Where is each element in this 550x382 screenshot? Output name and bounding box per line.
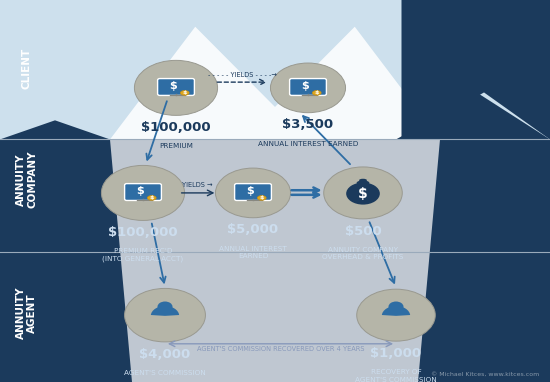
- Text: ANNUAL INTEREST
EARNED: ANNUAL INTEREST EARNED: [219, 246, 287, 259]
- Text: $3,500: $3,500: [283, 118, 333, 131]
- Text: $: $: [150, 196, 154, 201]
- Ellipse shape: [134, 60, 218, 115]
- Polygon shape: [0, 120, 110, 139]
- Text: $: $: [260, 196, 264, 201]
- Text: $: $: [358, 186, 368, 201]
- Ellipse shape: [147, 196, 156, 200]
- Text: CLIENT: CLIENT: [21, 48, 31, 89]
- Text: $: $: [183, 91, 187, 96]
- Polygon shape: [110, 27, 440, 139]
- Text: ANNUITY COMPANY
OVERHEAD & PROFITS: ANNUITY COMPANY OVERHEAD & PROFITS: [322, 247, 404, 260]
- Bar: [0, 252, 550, 382]
- Ellipse shape: [359, 179, 367, 182]
- Ellipse shape: [180, 91, 189, 95]
- Text: ANNUITY
COMPANY: ANNUITY COMPANY: [15, 151, 37, 208]
- Ellipse shape: [324, 167, 402, 219]
- Text: © Michael Kitces, www.kitces.com: © Michael Kitces, www.kitces.com: [431, 372, 539, 377]
- Text: $5,000: $5,000: [228, 223, 278, 236]
- Ellipse shape: [357, 289, 435, 341]
- Bar: [440, 0, 550, 139]
- Text: RECOVERY OF
AGENT'S COMMISSION: RECOVERY OF AGENT'S COMMISSION: [355, 369, 437, 382]
- Text: AGENT'S COMMISSION RECOVERED OVER 4 YEARS: AGENT'S COMMISSION RECOVERED OVER 4 YEAR…: [197, 346, 364, 352]
- Text: $100,000: $100,000: [108, 226, 178, 239]
- Ellipse shape: [346, 183, 380, 205]
- Text: $: $: [301, 81, 309, 91]
- Ellipse shape: [356, 180, 370, 186]
- Bar: [0, 139, 550, 252]
- Wedge shape: [151, 306, 179, 316]
- Polygon shape: [110, 139, 440, 382]
- Polygon shape: [402, 0, 550, 139]
- Ellipse shape: [157, 301, 173, 312]
- Ellipse shape: [312, 91, 321, 95]
- Text: $: $: [169, 81, 177, 91]
- Ellipse shape: [388, 301, 404, 312]
- FancyBboxPatch shape: [158, 79, 194, 96]
- Ellipse shape: [271, 63, 345, 113]
- Ellipse shape: [124, 288, 206, 342]
- FancyBboxPatch shape: [290, 79, 326, 96]
- Text: $4,000: $4,000: [139, 348, 191, 361]
- Text: $: $: [246, 186, 254, 196]
- Ellipse shape: [101, 165, 185, 220]
- Text: $100,000: $100,000: [141, 121, 211, 134]
- Ellipse shape: [257, 196, 266, 200]
- Text: ANNUITY
AGENT: ANNUITY AGENT: [15, 287, 37, 340]
- Ellipse shape: [216, 168, 290, 218]
- Text: AGENT'S COMMISSION: AGENT'S COMMISSION: [124, 370, 206, 376]
- Text: YIELDS →: YIELDS →: [182, 182, 212, 188]
- Text: - - - - - YIELDS - - - -→: - - - - - YIELDS - - - -→: [207, 71, 277, 78]
- Text: $1,000: $1,000: [371, 347, 421, 360]
- Wedge shape: [382, 306, 410, 316]
- Text: ANNUAL INTEREST EARNED: ANNUAL INTEREST EARNED: [258, 141, 358, 147]
- Text: $: $: [136, 186, 144, 196]
- Text: $500: $500: [345, 225, 381, 238]
- Text: $: $: [315, 91, 319, 96]
- Polygon shape: [396, 94, 550, 139]
- Bar: [0, 0, 550, 139]
- FancyBboxPatch shape: [125, 184, 161, 201]
- Text: PREMIUM: PREMIUM: [159, 143, 193, 149]
- FancyBboxPatch shape: [235, 184, 271, 201]
- Text: PREMIUM REC'D
(INTO GENERAL ACCT): PREMIUM REC'D (INTO GENERAL ACCT): [102, 248, 184, 262]
